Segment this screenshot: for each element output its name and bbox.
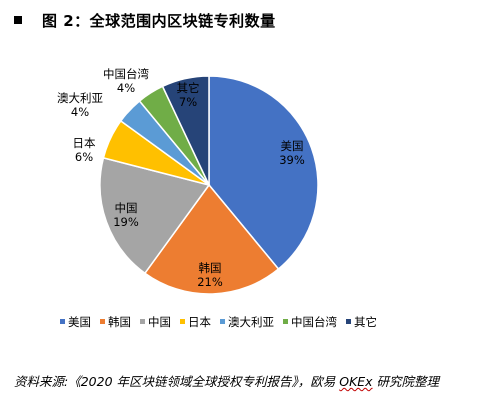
legend-label: 美国 [68,315,91,329]
source-prefix: 资料来源:《2020 年区块链领域全球授权专利报告》，欧易 [14,374,340,389]
slice-percent-label: 4% [71,105,89,119]
source-okex: OKEx [339,374,373,389]
slice-label: 其它 [177,81,200,95]
slice-label: 澳大利亚 [57,91,103,105]
legend-label: 中国台湾 [291,315,337,329]
slice-label: 韩国 [199,261,222,275]
legend-swatch [140,319,145,324]
legend-swatch [346,319,351,324]
square-bullet-icon [14,16,22,24]
legend-label: 澳大利亚 [228,315,274,329]
legend-label: 其它 [354,315,377,329]
figure-title: 图 2：全球范围内区块链专利数量 [42,11,276,30]
slice-label: 中国 [115,201,138,215]
slice-percent-label: 39% [279,153,305,167]
slice-percent-label: 4% [117,81,135,95]
slice-percent-label: 21% [197,275,223,289]
slice-label: 日本 [73,136,96,150]
pie-slice [143,183,280,295]
legend-label: 韩国 [108,315,131,329]
slice-label: 美国 [281,139,304,153]
pie-slice [208,75,319,271]
legend-label: 日本 [188,315,211,329]
pie-slice [161,75,210,186]
slice-label: 中国台湾 [103,67,149,81]
figure-header: 图 2：全球范围内区块链专利数量 [14,10,276,30]
slice-percent-label: 6% [75,150,93,164]
source-note: 资料来源:《2020 年区块链领域全球授权专利报告》，欧易 OKEx 研究院整理 [14,371,439,390]
legend-swatch [60,319,65,324]
legend-label: 中国 [148,315,171,329]
slice-percent-label: 19% [113,215,139,229]
legend-swatch [220,319,225,324]
legend-swatch [100,319,105,324]
slice-percent-label: 7% [179,95,197,109]
source-suffix: 研究院整理 [372,374,440,389]
legend-swatch [180,319,185,324]
pie-chart: 美国39%韩国21%中国19%日本6%澳大利亚4%中国台湾4% 其它7%美国 韩国中… [57,67,377,329]
pie-slice [99,156,211,275]
legend-swatch [283,319,288,324]
